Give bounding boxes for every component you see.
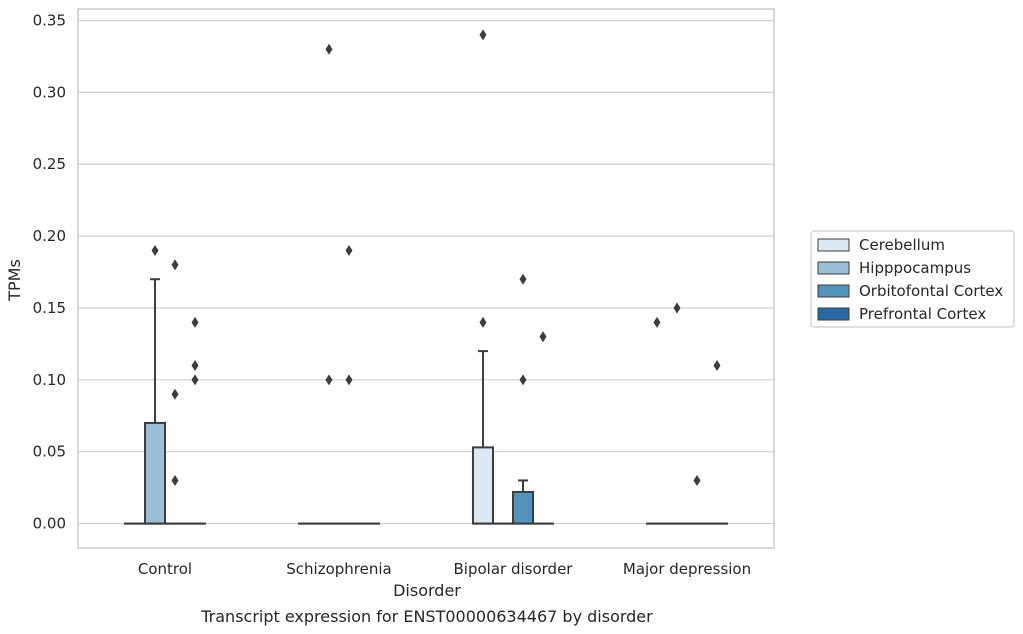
legend-label: Orbitofontal Cortex	[859, 282, 1003, 300]
box-series-layer	[123, 29, 729, 525]
y-tick-label: 0.25	[33, 155, 66, 173]
legend-item: Hipppocampus	[817, 259, 971, 277]
gridlines	[78, 19, 774, 525]
box-orbitofontal-cortex-3	[686, 474, 709, 525]
outlier-point	[191, 316, 199, 328]
box-orbitofontal-cortex-2	[512, 273, 535, 525]
y-tick-label: 0.30	[33, 83, 66, 101]
outlier-point	[693, 474, 701, 486]
chart-caption: Transcript expression for ENST0000063446…	[200, 607, 653, 626]
legend-swatch	[817, 238, 850, 252]
outlier-point	[171, 474, 179, 486]
y-axis-label: TPMs	[5, 259, 24, 302]
y-axis-ticks: 0.00 0.05 0.10 0.15 0.20 0.25 0.30 0.35	[33, 11, 66, 532]
plot-frame	[77, 8, 775, 549]
legend-label: Cerebellum	[859, 236, 945, 254]
x-axis-label: Disorder	[393, 581, 461, 600]
outlier-point	[151, 244, 159, 256]
legend-label: Prefrontal Cortex	[859, 305, 986, 323]
box-orbitofontal-cortex-1	[338, 244, 361, 525]
outlier-point	[653, 316, 661, 328]
x-axis-ticks: Control Schizophrenia Bipolar disorder Majo…	[138, 560, 751, 578]
outlier-point	[479, 29, 487, 41]
outlier-point	[673, 302, 681, 314]
y-tick-label: 0.10	[33, 371, 66, 389]
box-prefrontal-cortex-0	[184, 316, 207, 525]
outlier-point	[171, 388, 179, 400]
outlier-point	[519, 374, 527, 386]
outlier-point	[539, 331, 547, 343]
legend-item: Orbitofontal Cortex	[817, 282, 1003, 300]
outlier-point	[325, 43, 333, 55]
plot-border	[77, 8, 775, 549]
box-body	[143, 421, 167, 525]
outlier-point	[171, 259, 179, 271]
y-tick-label: 0.35	[33, 11, 66, 29]
box-body	[471, 446, 494, 525]
legend-box	[810, 230, 1015, 328]
box-prefrontal-cortex-2	[532, 331, 555, 525]
legend-swatch	[817, 284, 850, 298]
outlier-point	[325, 374, 333, 386]
outlier-point	[191, 374, 199, 386]
y-tick-label: 0.20	[33, 227, 66, 245]
legend-swatch	[817, 261, 850, 275]
outlier-point	[519, 273, 527, 285]
legend: Cerebellum Hipppocampus Orbitofontal Corte…	[810, 230, 1015, 328]
box-body	[512, 490, 535, 525]
y-tick-label: 0.05	[33, 443, 66, 461]
legend-item: Prefrontal Cortex	[817, 305, 986, 323]
x-tick-label: Bipolar disorder	[454, 560, 574, 578]
box-orbitofontal-cortex-0	[164, 259, 187, 525]
box-hipppocampus-3	[665, 302, 688, 525]
outlier-point	[345, 374, 353, 386]
box-cerebellum-2	[471, 29, 494, 525]
legend-swatch	[817, 307, 850, 321]
outlier-point	[479, 316, 487, 328]
legend-label: Hipppocampus	[859, 259, 971, 277]
y-tick-label: 0.00	[33, 515, 66, 533]
box-hipppocampus-0	[143, 244, 167, 525]
box-prefrontal-cortex-3	[706, 359, 729, 525]
outlier-point	[713, 359, 721, 371]
legend-item: Cerebellum	[817, 236, 945, 254]
outlier-point	[345, 244, 353, 256]
y-tick-label: 0.15	[33, 299, 66, 317]
x-tick-label: Control	[138, 560, 192, 578]
x-tick-label: Major depression	[623, 560, 751, 578]
x-tick-label: Schizophrenia	[286, 560, 391, 578]
box-cerebellum-3	[645, 316, 668, 525]
outlier-point	[191, 359, 199, 371]
